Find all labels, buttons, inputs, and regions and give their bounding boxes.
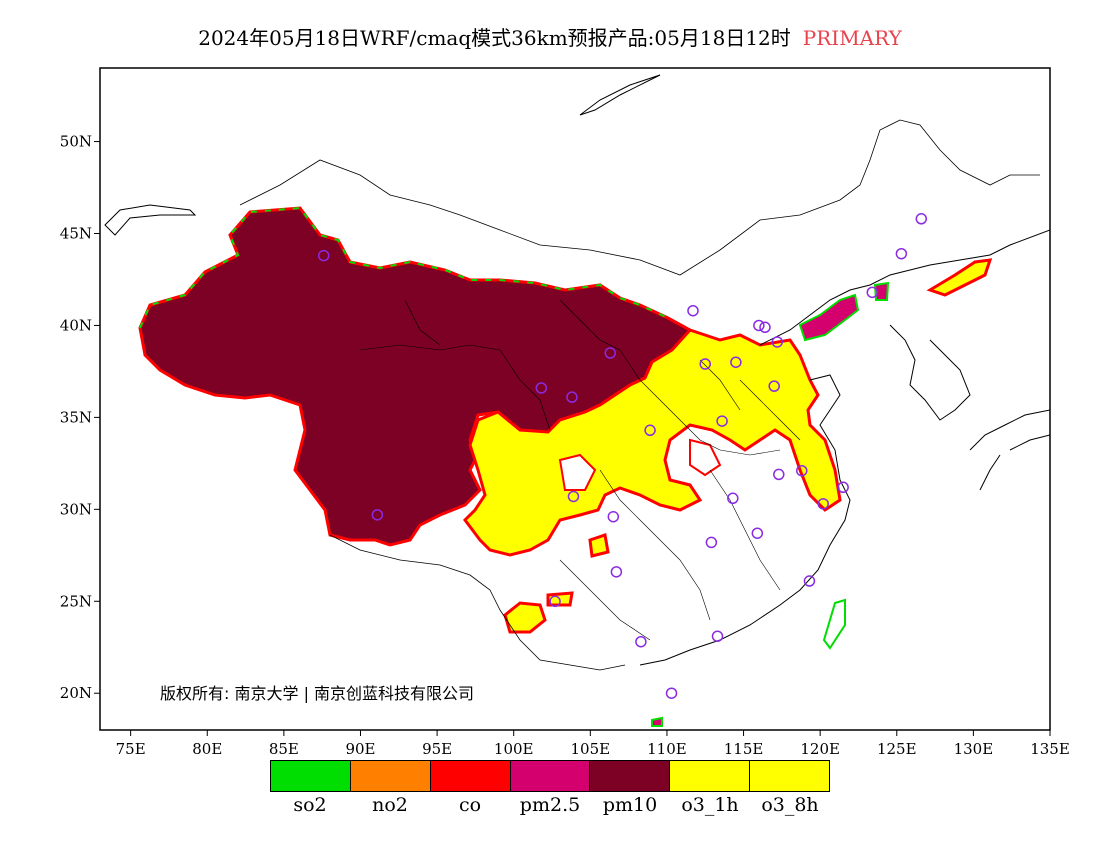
lon-tick-label: 120E [800,740,840,758]
lat-tick-label: 40N [60,316,92,334]
border-north [239,119,1040,276]
station-circle [727,492,739,505]
border-south [329,534,626,671]
lat-tick-label: 35N [60,408,92,426]
legend-swatch-pm10 [590,761,671,791]
station-circle [866,286,879,299]
legend-label: no2 [372,794,408,816]
station-circle [317,249,330,262]
station-circle [566,391,578,403]
lat-tick-label: 45N [60,225,92,243]
plot-frame [99,67,1051,731]
lon-tick-label: 95E [422,740,452,758]
legend-swatch-no2 [350,761,431,791]
legend-swatch-o38h [750,761,830,791]
station-circle [604,347,616,359]
station-circle [773,468,785,481]
station-circle [687,304,699,317]
o3-patch-yunnan [503,601,547,634]
station-circle [535,382,548,394]
station-circle [635,635,647,648]
japan-coast [969,409,1050,491]
station-circle [705,536,718,549]
lon-tick-label: 110E [647,740,687,758]
station-circle [610,566,623,578]
station-circle [837,481,849,494]
legend-label: o3_1h [681,794,739,816]
legend-colorbar [270,760,830,792]
lon-tick-label: 125E [877,740,917,758]
lat-tick-label: 25N [60,592,92,610]
o3-hole [558,453,597,491]
station-circle [817,498,829,510]
lon-tick-label: 135E [1030,740,1070,758]
patch-bohai [798,293,860,342]
copyright-text: 版权所有: 南京大学 | 南京创蓝科技有限公司 [160,684,475,703]
longitude-axis: 75E 80E 85E 90E 95E 100E 105E 110E 115E 120E 125E 1… [116,730,1070,758]
station-circle [711,630,724,642]
latitude-axis: 50N 45N 40N 35N 30N 25N 20N [60,133,100,702]
legend-swatch-pm25 [510,761,591,791]
station-circle [803,575,816,587]
lon-tick-label: 100E [494,740,534,758]
o3-patch-guizhou [588,533,610,558]
station-circle [915,213,928,225]
lat-tick-label: 50N [60,133,92,151]
map-title: 2024年05月18日WRF/cmaq模式36km预报产品:05月18日12时 P… [0,22,1100,51]
pm10-fringe [139,206,669,329]
station-circle [665,687,678,699]
station-circle [716,415,728,427]
legend-swatch-so2 [271,761,351,791]
station-circle [549,595,561,608]
station-circle [753,319,765,332]
korea-coast [889,324,971,421]
station-circle [607,510,620,523]
station-circle [895,247,908,260]
legend-labels: so2 no2 co pm2.5 pm10 o3_1h o3_8h [270,794,830,816]
patch-hainan [651,716,663,727]
lon-tick-label: 85E [269,740,299,758]
legend-label: pm10 [602,794,658,816]
legend-label: so2 [293,794,327,816]
station-circle [644,424,656,437]
station-circle [768,380,780,392]
station-circle [567,490,580,503]
o3-hole [689,438,722,477]
legend-label: pm2.5 [519,794,581,816]
legend-swatch-o31h [670,761,751,791]
lon-tick-label: 90E [345,740,375,758]
coastline-east [639,374,851,666]
baikal [579,74,661,116]
coastline [759,229,1050,346]
lon-tick-label: 115E [724,740,764,758]
station-circle [796,464,808,477]
station-circle [759,321,771,334]
station-circle [699,358,711,370]
title-primary-tag: PRIMARY [802,26,902,50]
province-lines [359,299,801,641]
title-main: 2024年05月18日WRF/cmaq模式36km预报产品:05月18日12时 [198,26,791,50]
station-circle [751,527,764,539]
legend-swatch-co [430,761,511,791]
o3-patch-ne [926,258,993,297]
station-circle [771,336,784,348]
lat-tick-label: 30N [60,500,92,518]
station-circle [371,509,384,521]
station-markers [317,213,928,699]
map-layers [104,74,1050,727]
lat-tick-label: 20N [60,684,92,702]
legend-label: co [458,794,482,816]
lon-tick-label: 130E [954,740,994,758]
lon-tick-label: 105E [571,740,611,758]
lake-balkhash [104,204,197,236]
patch-taiwan [822,598,846,650]
station-circle [730,356,742,368]
lon-tick-label: 80E [192,740,222,758]
legend-label: o3_8h [761,794,819,816]
lon-tick-label: 75E [116,740,146,758]
